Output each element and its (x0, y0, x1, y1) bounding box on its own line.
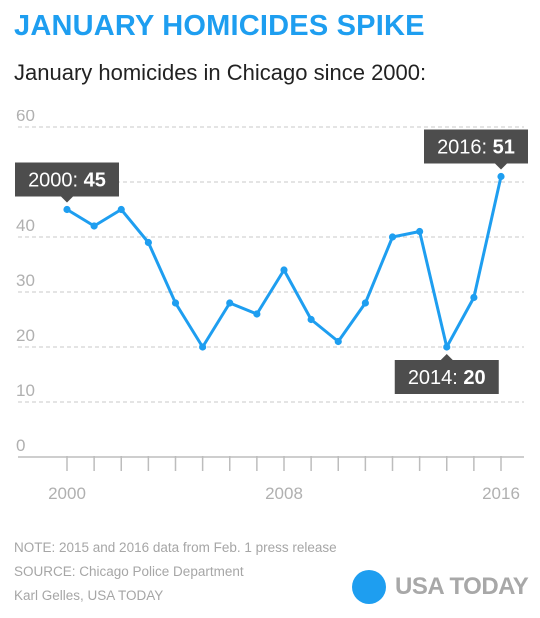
callout-year: 2000: (28, 170, 84, 192)
data-point (443, 343, 451, 351)
data-point (470, 293, 478, 302)
callout-value: 51 (493, 137, 515, 159)
data-point (361, 299, 369, 307)
y-tick-label: 10 (16, 381, 35, 400)
data-point (334, 337, 342, 346)
x-tick-label: 2016 (482, 484, 520, 503)
callout-label: 2014: 20 (408, 367, 486, 389)
data-point (416, 227, 424, 236)
callout-label: 2016: 51 (437, 137, 515, 159)
callout-year: 2014: (408, 367, 464, 389)
data-point (280, 266, 288, 274)
brand-circle-icon (352, 570, 386, 604)
callout-label: 2000: 45 (28, 170, 106, 192)
footer-credit: Karl Gelles, USA TODAY (14, 588, 164, 603)
callout-box (394, 354, 499, 394)
data-point (144, 238, 152, 247)
footer-source: SOURCE: Chicago Police Department (14, 564, 244, 579)
data-point (253, 310, 261, 318)
data-point (307, 315, 315, 324)
callout-value: 20 (463, 367, 485, 389)
data-point (199, 343, 207, 351)
data-point (171, 299, 180, 307)
data-point (226, 299, 234, 307)
chart-subtitle: January homicides in Chicago since 2000: (14, 60, 427, 85)
footer-note: NOTE: 2015 and 2016 data from Feb. 1 pre… (14, 540, 337, 555)
brand-name: USA TODAY (395, 573, 529, 600)
data-point (388, 233, 397, 241)
callout-box (424, 129, 528, 170)
data-point (117, 205, 125, 214)
chart-title: JANUARY HOMICIDES SPIKE (14, 10, 425, 42)
data-point (90, 222, 98, 230)
y-tick-label: 0 (16, 436, 25, 455)
y-tick-label: 20 (16, 326, 35, 345)
data-point (63, 205, 71, 214)
callout-year: 2016: (437, 137, 493, 159)
y-tick-label: 40 (16, 216, 35, 235)
x-tick-label: 2008 (265, 484, 303, 503)
x-tick-label: 2000 (48, 484, 86, 503)
callout-box (15, 162, 119, 203)
data-point (497, 172, 505, 181)
usa-today-logo: USA TODAY (352, 570, 529, 604)
series-line (65, 175, 503, 349)
y-tick-label: 30 (16, 271, 35, 290)
y-tick-label: 60 (16, 110, 35, 125)
callout-value: 45 (84, 170, 106, 192)
